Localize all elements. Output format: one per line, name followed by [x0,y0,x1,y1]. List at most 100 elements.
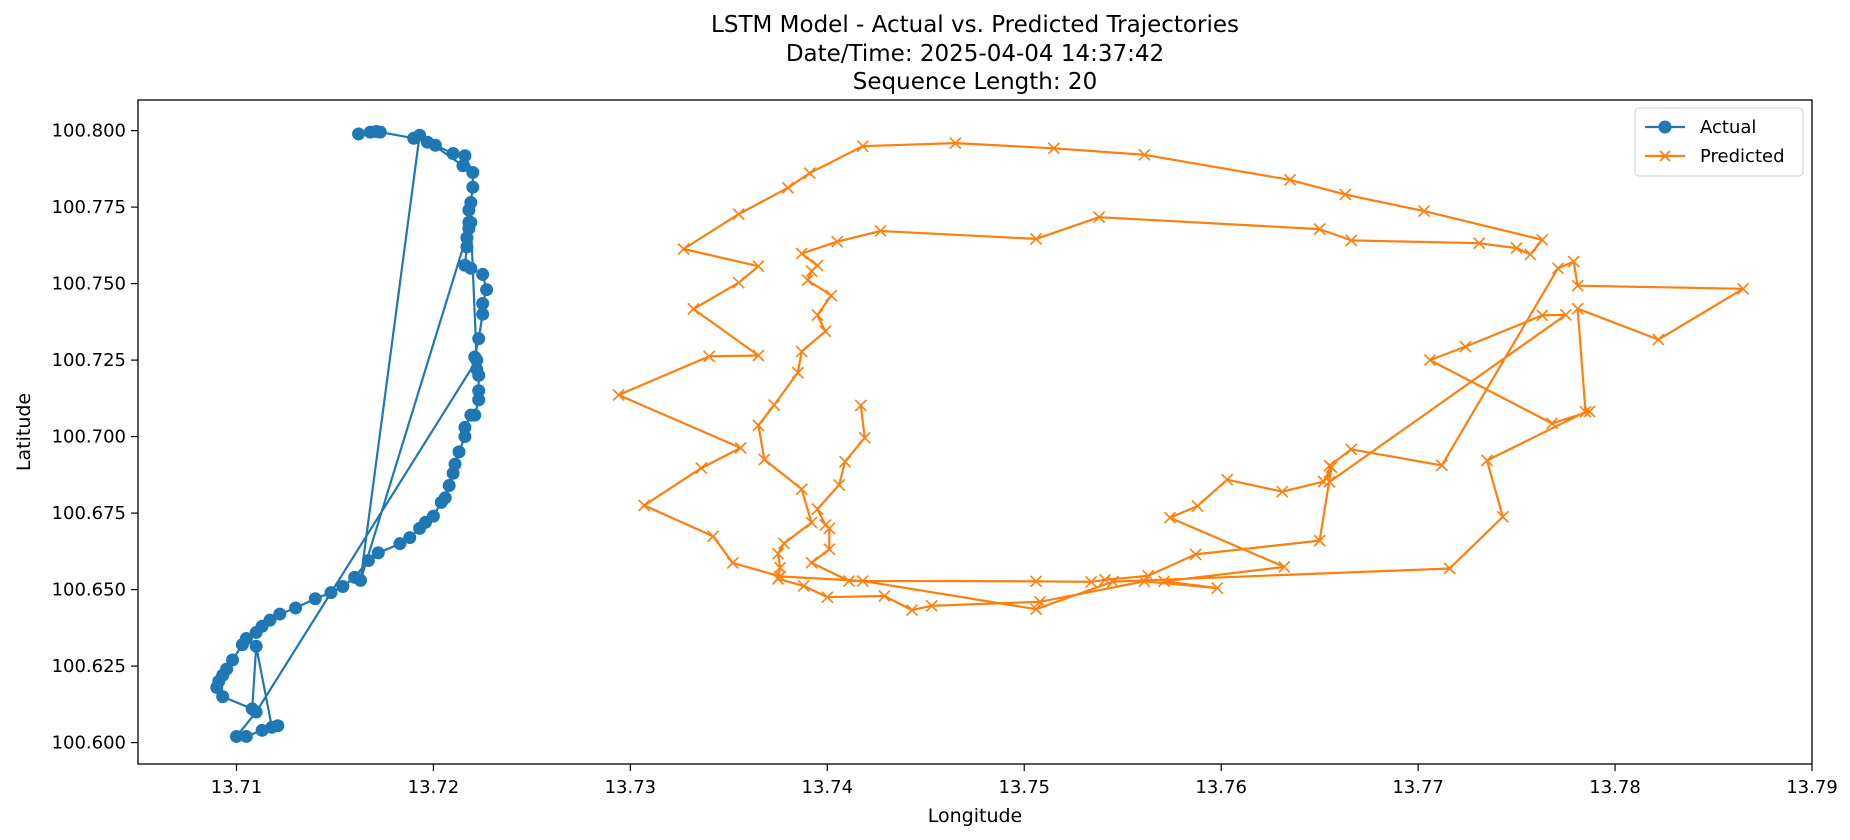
y-axis-label: Latitude [13,393,35,471]
legend-label-actual: Actual [1700,117,1756,138]
data-point-predicted [811,503,824,516]
data-point-predicted [1142,569,1155,582]
data-point-predicted [1189,548,1202,561]
data-point-predicted [707,530,720,543]
data-point-predicted [1276,485,1289,498]
data-point-predicted [905,604,919,617]
data-point-predicted [1536,309,1549,322]
data-point-predicted [687,302,700,316]
data-point-predicted [1559,308,1572,321]
data-point-actual [428,138,442,152]
data-point-predicted [773,561,787,574]
data-point-predicted [771,547,785,560]
data-point-predicted [638,499,651,512]
data-point-predicted [703,350,716,363]
data-point-predicted [797,579,810,592]
data-point-predicted [831,235,844,248]
data-point-actual [472,393,486,407]
data-point-actual [460,240,474,254]
data-point-actual [446,147,460,161]
data-point-actual [249,639,263,653]
data-point-predicted [819,325,832,338]
data-point-predicted [821,591,834,604]
data-point-predicted [1567,255,1580,268]
legend-label-predicted: Predicted [1700,146,1785,167]
data-point-predicted [781,181,794,194]
data-point-predicted [856,574,869,588]
data-point-predicted [795,345,808,358]
x-tick-label: 13.76 [1195,777,1247,798]
y-tick-label: 100.775 [52,197,126,218]
data-point-predicted [854,399,867,412]
data-point-predicted [726,556,739,570]
data-point-predicted [1093,211,1106,224]
data-point-actual [446,466,460,480]
data-point-predicted [734,441,747,454]
y-tick-label: 100.650 [52,580,126,601]
data-point-predicted [858,431,871,444]
data-point-predicted [1423,354,1436,367]
data-point-actual [472,368,486,382]
x-axis-label: Longitude [928,805,1023,827]
data-point-actual [324,586,338,600]
data-point-predicted [825,289,838,302]
data-point-predicted [842,574,856,588]
data-point-predicted [773,570,787,583]
x-tick-label: 13.78 [1589,777,1641,798]
data-point-predicted [677,242,690,256]
data-point-predicted [1323,459,1336,472]
y-tick-label: 100.750 [52,274,126,295]
data-point-predicted [1313,534,1326,547]
data-point-predicted [805,516,818,529]
chart-title-line-3: Sequence Length: 20 [853,69,1097,95]
data-point-predicted [1473,237,1486,250]
x-tick-label: 13.75 [998,777,1050,798]
data-point-actual [434,495,448,509]
data-point-predicted [758,453,771,466]
data-point-predicted [732,208,745,221]
y-tick-label: 100.700 [52,427,126,448]
y-tick-label: 100.600 [52,733,126,754]
data-point-predicted [925,599,938,612]
data-point-predicted [1211,581,1224,595]
data-point-predicted [856,140,869,153]
data-point-actual [456,159,470,173]
data-point-predicted [878,589,891,603]
data-point-predicted [1138,148,1151,161]
data-point-predicted [1583,405,1596,418]
data-point-actual [470,353,484,367]
data-point-actual [466,166,480,180]
data-point-predicted [1106,575,1119,588]
data-point-actual [472,384,486,398]
data-point-predicted [1459,340,1472,353]
data-point-predicted [1417,205,1431,218]
legend-box [1634,107,1804,177]
data-point-predicted [823,543,836,556]
y-tick-label: 100.800 [52,121,126,142]
data-point-predicted [805,556,818,569]
data-point-predicted [1536,233,1549,246]
data-point-predicted [1345,234,1358,247]
data-point-predicted [1029,575,1043,588]
x-tick-label: 13.72 [408,777,460,798]
data-point-actual [255,723,269,737]
y-axis: 100.600 100.625 100.650 100.675 100.700 100.7… [52,121,138,754]
legend-marker-predicted [1659,150,1671,162]
data-point-predicted [795,483,808,496]
data-point-predicted [1545,417,1559,430]
data-point-predicted [752,260,765,273]
data-point-predicted [1551,262,1565,275]
data-point-predicted [838,455,852,468]
data-point-actual [458,420,472,434]
data-point-predicted [833,478,846,492]
y-tick-label: 100.625 [52,656,126,677]
data-point-predicted [1284,173,1297,186]
data-point-predicted [1323,475,1336,488]
x-tick-label: 13.79 [1786,777,1838,798]
data-point-predicted [1098,573,1112,586]
data-point-predicted [823,522,836,535]
data-point-predicted [1579,405,1592,418]
data-point-predicted [874,224,887,238]
